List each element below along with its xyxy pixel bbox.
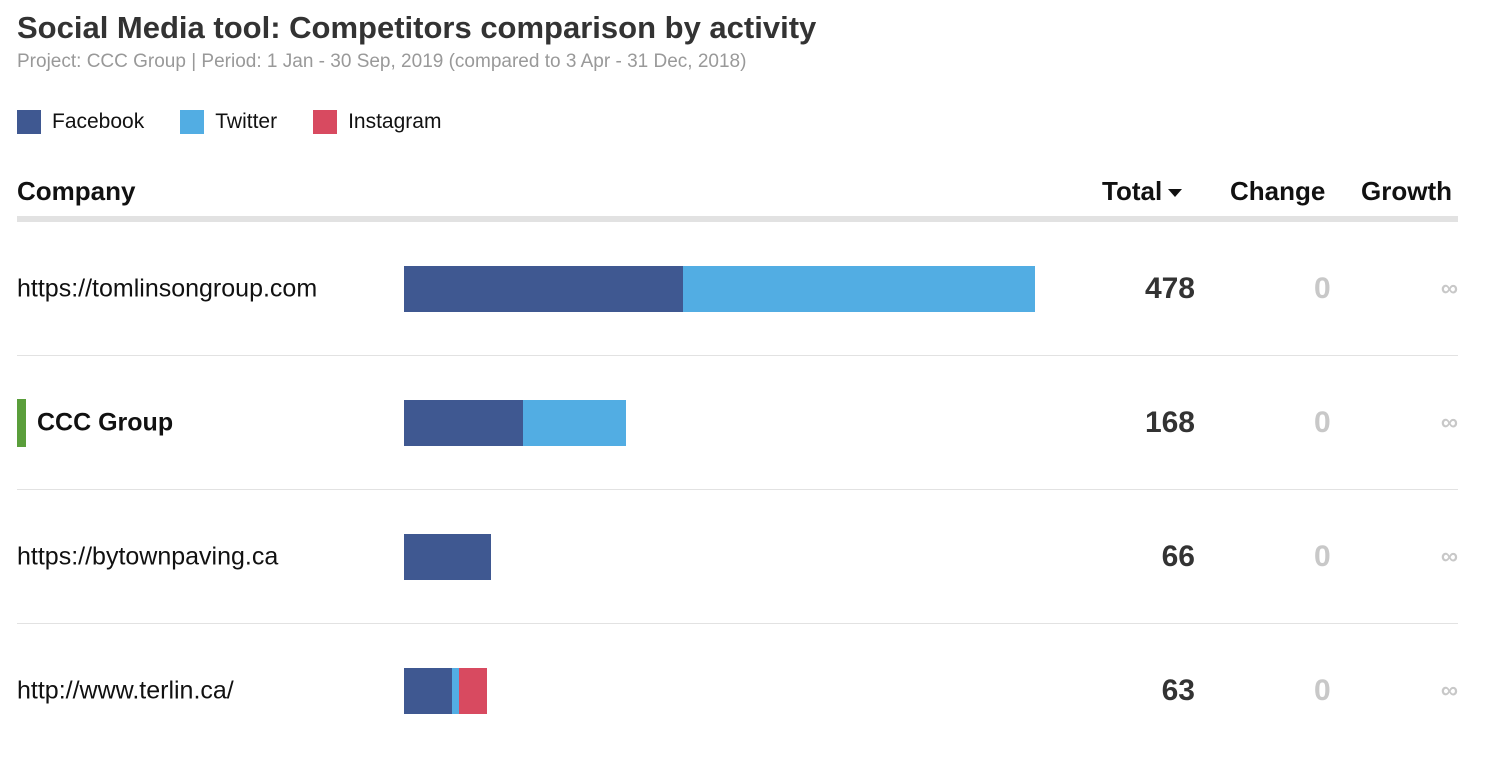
own-project-marker	[17, 398, 26, 447]
legend-item-twitter[interactable]: Twitter	[180, 110, 277, 134]
table-row: CCC Group 168 0 ∞	[17, 356, 1458, 490]
comparison-table: https://tomlinsongroup.com 478 0 ∞ CCC Group…	[17, 222, 1458, 757]
legend-item-instagram[interactable]: Instagram	[313, 110, 441, 134]
company-name[interactable]: http://www.terlin.ca/	[17, 676, 234, 704]
activity-bar[interactable]	[404, 265, 1035, 312]
company-name[interactable]: https://tomlinsongroup.com	[17, 274, 318, 302]
page-subtitle: Project: CCC Group | Period: 1 Jan - 30 …	[17, 51, 747, 72]
column-header-total-label: Total	[1102, 176, 1163, 206]
column-header-growth[interactable]: Growth	[1361, 176, 1452, 206]
activity-bar[interactable]	[404, 667, 488, 714]
total-value: 63	[1161, 673, 1195, 707]
legend-swatch	[180, 110, 205, 134]
bar-segment-instagram[interactable]	[459, 667, 488, 714]
legend-label: Facebook	[52, 110, 145, 133]
total-value: 66	[1161, 539, 1195, 573]
column-header-total[interactable]: Total	[1102, 176, 1183, 207]
legend-swatch	[313, 110, 338, 134]
change-value: 0	[1314, 405, 1331, 439]
bar-segment-facebook[interactable]	[404, 265, 683, 312]
table-row: https://bytownpaving.ca 66 0 ∞	[17, 490, 1458, 624]
change-value: 0	[1314, 271, 1331, 305]
page-title: Social Media tool: Competitors compariso…	[17, 10, 817, 45]
change-value: 0	[1314, 539, 1331, 573]
bar-segment-facebook[interactable]	[404, 667, 452, 714]
change-value: 0	[1314, 673, 1331, 707]
legend-swatch	[17, 110, 41, 134]
legend-item-facebook[interactable]: Facebook	[17, 110, 144, 134]
total-value: 478	[1144, 271, 1195, 305]
bar-segment-facebook[interactable]	[404, 399, 523, 446]
activity-bar[interactable]	[404, 533, 492, 580]
activity-bar[interactable]	[404, 399, 626, 446]
growth-value: ∞	[1440, 542, 1458, 570]
bar-segment-twitter[interactable]	[682, 265, 1035, 312]
growth-value: ∞	[1440, 676, 1458, 704]
bar-segment-facebook[interactable]	[404, 533, 492, 580]
bar-segment-twitter[interactable]	[451, 667, 460, 714]
legend-label: Twitter	[215, 110, 278, 133]
column-header-company: Company	[17, 176, 136, 206]
table-header: Company Total Change Growth	[17, 176, 1458, 222]
company-name: CCC Group	[37, 408, 174, 436]
chart-legend: Facebook Twitter Instagram	[17, 110, 477, 134]
growth-value: ∞	[1440, 274, 1458, 302]
column-header-change[interactable]: Change	[1230, 176, 1326, 206]
table-row: https://tomlinsongroup.com 478 0 ∞	[17, 222, 1458, 356]
total-value: 168	[1144, 405, 1195, 439]
legend-label: Instagram	[348, 110, 442, 133]
bar-segment-twitter[interactable]	[522, 399, 626, 446]
growth-value: ∞	[1440, 408, 1458, 436]
company-name[interactable]: https://bytownpaving.ca	[17, 542, 279, 570]
table-row: http://www.terlin.ca/63 0 ∞	[17, 624, 1458, 757]
caret-down-icon	[1168, 189, 1183, 197]
